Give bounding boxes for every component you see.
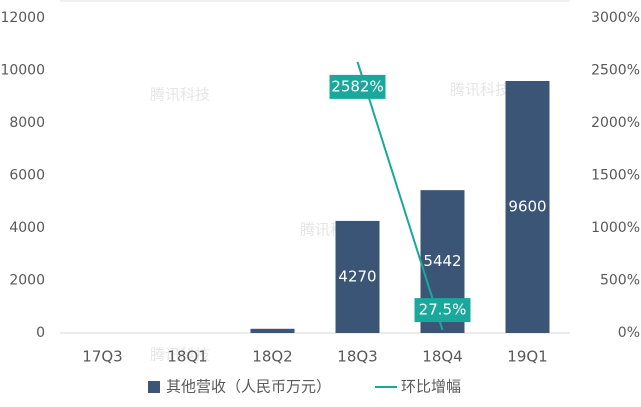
bar bbox=[250, 328, 295, 333]
y2-tick-label: 3000% bbox=[591, 10, 640, 26]
legend-swatch bbox=[148, 381, 160, 393]
bar bbox=[505, 81, 550, 333]
y2-tick-label: 500% bbox=[600, 273, 640, 289]
bar bbox=[335, 220, 380, 333]
x-tick-label: 18Q4 bbox=[422, 348, 462, 366]
y-tick-label: 4000 bbox=[9, 220, 45, 236]
line bbox=[356, 61, 444, 331]
x-tick-label: 18Q1 bbox=[167, 348, 207, 366]
y-tick-label: 12000 bbox=[0, 10, 45, 26]
bar-value-label: 5442 bbox=[423, 252, 461, 270]
y2-tick-label: 2000% bbox=[591, 115, 640, 131]
watermark: 腾讯科技 bbox=[150, 86, 210, 104]
y-tick-label: 10000 bbox=[0, 63, 45, 79]
x-tick-label: 19Q1 bbox=[507, 348, 547, 366]
bar-value-label: 9600 bbox=[508, 198, 546, 216]
x-tick-label: 17Q3 bbox=[82, 348, 122, 366]
watermark: 腾讯科技 bbox=[450, 81, 510, 99]
y-tick-label: 8000 bbox=[9, 115, 45, 131]
x-tick-label: 18Q2 bbox=[252, 348, 292, 366]
y-tick-label: 6000 bbox=[9, 168, 45, 184]
y2-tick-label: 1500% bbox=[591, 168, 640, 184]
y2-tick-label: 1000% bbox=[591, 220, 640, 236]
x-tick-label: 18Q3 bbox=[337, 348, 377, 366]
y-tick-label: 0 bbox=[36, 325, 45, 341]
bar-value-label: 160 bbox=[258, 305, 287, 323]
y2-tick-label: 0% bbox=[618, 325, 640, 341]
y-tick-label: 2000 bbox=[9, 273, 45, 289]
value-label-box bbox=[414, 298, 471, 323]
watermark: 腾讯科技 bbox=[150, 346, 210, 364]
legend-label: 环比增幅 bbox=[401, 378, 461, 396]
line-value-label: 2582% bbox=[331, 77, 383, 95]
line-value-label: 27.5% bbox=[419, 301, 467, 319]
y2-tick-label: 2500% bbox=[591, 63, 640, 79]
legend-label: 其他营收（人民币万元） bbox=[166, 378, 331, 396]
bar-value-label: 4270 bbox=[338, 267, 376, 285]
value-label-box bbox=[329, 74, 386, 99]
